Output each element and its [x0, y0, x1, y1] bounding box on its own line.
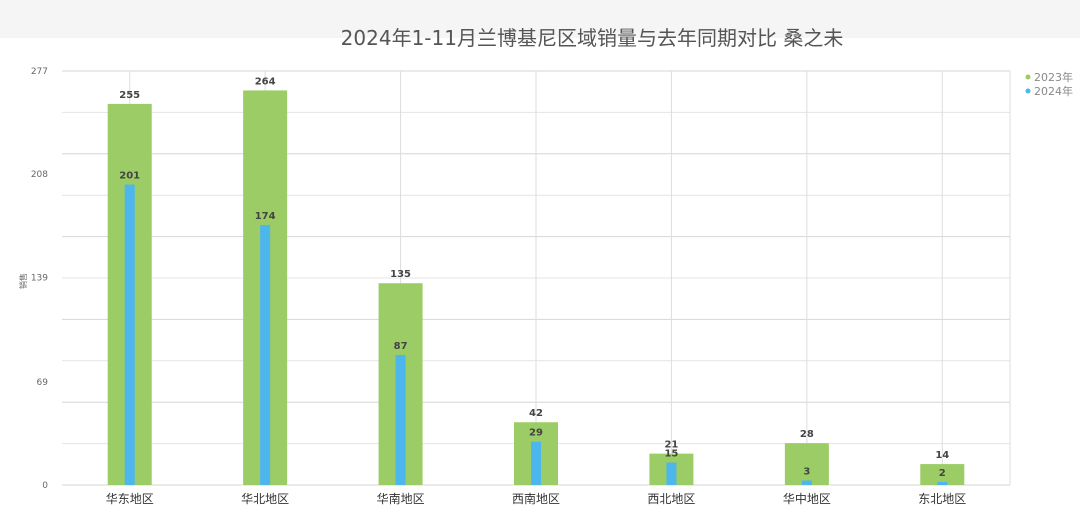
data-label-2024: 3	[803, 467, 810, 478]
y-tick-label: 69	[37, 378, 49, 388]
bar-2024	[801, 480, 812, 485]
data-label-2023: 42	[529, 408, 543, 419]
legend-label: 2024年	[1034, 84, 1073, 98]
x-category-label: 西南地区	[512, 491, 560, 506]
data-label-2023: 28	[800, 429, 814, 440]
y-tick-label: 208	[31, 170, 48, 180]
x-category-label: 西北地区	[647, 492, 695, 506]
bars	[107, 90, 965, 486]
bar-2024	[124, 184, 135, 486]
bar-2024	[260, 224, 271, 485]
title-band	[0, 0, 1080, 38]
y-axis-ticks: 0 69 139 208 277	[31, 67, 48, 491]
x-category-label: 华北地区	[241, 492, 289, 506]
legend-marker	[1025, 88, 1031, 94]
data-label-2024: 2	[939, 468, 946, 479]
y-axis-label: 销售	[18, 273, 28, 289]
data-label-2024: 29	[529, 428, 543, 439]
x-category-label: 东北地区	[918, 492, 966, 506]
bar-2023	[784, 443, 829, 485]
legend-marker	[1025, 74, 1031, 80]
data-label-2023: 255	[119, 90, 140, 101]
legend-label: 2023年	[1034, 70, 1073, 84]
y-tick-label: 277	[31, 67, 48, 77]
bar-2024	[531, 441, 541, 485]
bar-2024	[395, 354, 406, 485]
x-category-label: 华东地区	[106, 492, 154, 506]
data-label-2024: 15	[664, 449, 678, 460]
bar-2024	[937, 482, 948, 485]
data-label-2023: 21	[664, 440, 678, 451]
data-label-2024: 174	[255, 211, 276, 222]
bar-2023	[920, 464, 965, 485]
data-label-2023: 264	[255, 76, 276, 87]
chart-title: 2024年1-11月兰博基尼区域销量与去年同期对比 桑之未	[341, 26, 844, 50]
data-label-2024: 87	[394, 341, 408, 352]
bar-2024	[666, 462, 677, 485]
x-category-label: 华中地区	[783, 491, 831, 506]
grid	[62, 70, 1011, 486]
x-axis-categories: 华东地区 华北地区 华南地区 西南地区 西北地区 华中地区 东北地区	[106, 491, 967, 506]
y-tick-label: 139	[31, 273, 48, 283]
data-label-2024: 201	[119, 171, 140, 182]
data-label-2023: 14	[935, 450, 949, 461]
x-category-label: 华南地区	[377, 491, 425, 506]
data-label-2023: 135	[390, 269, 411, 280]
y-tick-label: 0	[42, 481, 48, 491]
